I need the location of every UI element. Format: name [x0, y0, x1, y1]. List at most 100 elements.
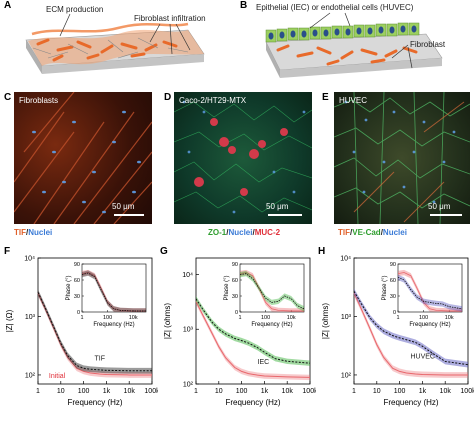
micrograph-title-e: HUVEC [339, 96, 368, 105]
inset-frame [81, 263, 147, 313]
panel-label-c: C [4, 92, 12, 103]
scale-bar-c [114, 214, 144, 216]
panel-label-b: B [240, 0, 248, 11]
y-axis-label: |Z| (ohms) [163, 303, 172, 339]
inset-x-label: Frequency (Hz) [409, 322, 450, 328]
panel-label-e: E [322, 92, 329, 103]
inset-x-tick-label: 1 [396, 315, 399, 321]
inset-line-initial [239, 272, 304, 312]
ecm-production-label: ECM production [46, 5, 104, 14]
inset-line-huvec [397, 276, 463, 310]
inset-band-tif [82, 270, 146, 312]
x-axis-label: Frequency (Hz) [67, 398, 122, 407]
annotation-lines-b [309, 12, 413, 69]
series-line-initial [195, 301, 311, 378]
x-tick-label: 10 [373, 388, 381, 395]
micrograph-caco2: Caco-2/HT29-MTX 50 μm [174, 92, 312, 224]
micrograph-title-c: Fibroblasts [19, 96, 59, 105]
caption-d-zo1: ZO-1 [208, 228, 227, 237]
inset-x-tick-label: 10k [445, 315, 454, 321]
inset-x-tick-label: 10k [287, 315, 296, 321]
inset-frame [239, 263, 305, 313]
y-tick-label: 10⁴ [24, 256, 35, 263]
caption-d: ZO-1/Nuclei/MUC-2 [208, 228, 280, 237]
coculture-schematic-b [265, 22, 443, 78]
inset-y-tick-label: 0 [393, 310, 396, 316]
inset-x-tick-label: 100 [261, 315, 270, 321]
inset-band-initial [240, 269, 304, 312]
y-tick-label: 10³ [183, 327, 194, 334]
x-tick-label: 100k [302, 388, 316, 395]
caption-c-tif: TIF [14, 228, 26, 237]
inset-line-iec [239, 273, 305, 310]
scale-bar-label-d: 50 μm [266, 202, 289, 211]
inset-y-tick-label: 90 [390, 262, 396, 268]
caption-d-sep2: / [252, 228, 255, 237]
inset-x-tick-label: 100 [103, 315, 112, 321]
panel-label-f: F [4, 246, 11, 257]
huvec-texture [334, 92, 470, 224]
inset-y-tick-label: 30 [390, 294, 396, 300]
micrograph-fibroblasts: Fibroblasts 50 μm [14, 92, 152, 224]
inset-y-tick-label: 60 [390, 278, 396, 284]
annotation-lines-a [59, 13, 191, 55]
annotation-iec: IEC [258, 359, 270, 366]
panel-label-h: H [318, 246, 326, 257]
x-tick-label: 1k [103, 388, 111, 395]
x-tick-label: 10k [282, 388, 294, 395]
x-tick-label: 10 [215, 388, 223, 395]
caption-e-nuclei: Nuclei [382, 228, 407, 237]
inset-x-tick-label: 1 [80, 315, 83, 321]
inset-y-tick-label: 60 [232, 278, 238, 284]
series-line-huvec [353, 290, 469, 366]
caco2-texture [174, 100, 312, 214]
inset-y-tick-label: 0 [235, 310, 238, 316]
inset-y-label: Phase (°) [382, 275, 388, 300]
x-tick-label: 10k [124, 388, 136, 395]
scale-bar-e [430, 214, 462, 216]
plot-frame [195, 257, 311, 385]
inset-y-tick-label: 30 [232, 294, 238, 300]
scale-bar-d [268, 214, 302, 216]
x-tick-label: 10 [57, 388, 65, 395]
x-tick-label: 100 [394, 388, 406, 395]
fibroblast-texture [14, 92, 152, 224]
panel-label-d: D [164, 92, 172, 103]
inset-band-iec [240, 270, 304, 312]
plot-frame [37, 257, 153, 385]
series-line-initial [353, 292, 468, 376]
caption-c: TIF/Nuclei [14, 228, 52, 237]
caption-e-tif: TIF [338, 228, 350, 237]
epithelial-endothelial-label: Epithelial (IEC) or endothelial cells (H… [256, 3, 414, 12]
caption-d-nuclei: Nuclei [228, 228, 253, 237]
caption-e-vecad: VE-Cad [352, 228, 381, 237]
y-tick-label: 10² [25, 372, 36, 379]
inset-line-tif [81, 272, 146, 312]
y-tick-label: 10² [183, 382, 194, 389]
x-tick-label: 1 [194, 388, 198, 395]
micrograph-huvec: HUVEC 50 μm [334, 92, 470, 224]
inset-y-tick-label: 90 [232, 262, 238, 268]
fibroblast-infiltration-label: Fibroblast infiltration [134, 14, 206, 23]
y-tick-label: 10⁴ [340, 256, 351, 263]
caption-c-sep: / [26, 228, 29, 237]
ecm-schematic-a [25, 22, 205, 74]
x-tick-label: 1k [261, 388, 269, 395]
inset-line-initial [397, 272, 462, 312]
y-axis-label: |Z| (ohms) [321, 303, 330, 339]
inset-y-tick-label: 90 [74, 262, 80, 268]
inset-x-tick-label: 10k [129, 315, 138, 321]
x-tick-label: 1k [419, 388, 427, 395]
annotation-tif: TIF [94, 356, 105, 363]
series-band-huvec [354, 288, 468, 368]
panel-label-a: A [4, 0, 12, 11]
x-axis-label: Frequency (Hz) [383, 398, 438, 407]
caption-d-sep1: / [226, 228, 229, 237]
inset-band-initial [398, 269, 462, 312]
caption-d-muc2: MUC-2 [254, 228, 281, 237]
x-tick-label: 100 [78, 388, 90, 395]
plot-frame [353, 257, 469, 385]
inset-band-initial [82, 269, 146, 312]
inset-x-tick-label: 1 [238, 315, 241, 321]
